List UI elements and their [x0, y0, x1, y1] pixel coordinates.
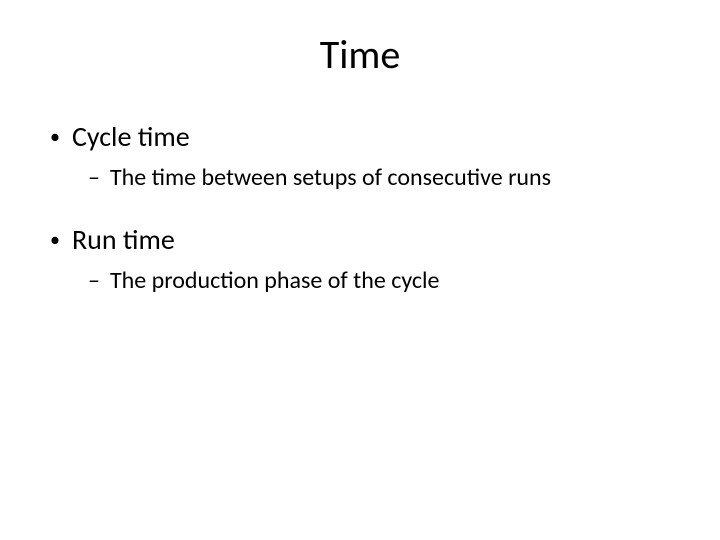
bullet-level2: – The time between setups of consecutive… [88, 163, 680, 192]
slide-content: • Cycle time – The time between setups o… [40, 119, 680, 295]
list-item: • Run time – The production phase of the… [50, 222, 680, 295]
slide-title: Time [40, 30, 680, 79]
dash-icon: – [88, 163, 100, 192]
list-item: • Cycle time – The time between setups o… [50, 119, 680, 192]
bullet-icon: • [50, 222, 60, 258]
slide: Time • Cycle time – The time between set… [0, 0, 720, 540]
bullet-level2: – The production phase of the cycle [88, 266, 680, 295]
bullet-icon: • [50, 119, 60, 155]
bullet-level1: • Run time [50, 222, 680, 258]
sub-bullet-label: The production phase of the cycle [110, 266, 440, 295]
dash-icon: – [88, 266, 100, 295]
sub-bullet-label: The time between setups of consecutive r… [110, 163, 551, 192]
bullet-label: Run time [72, 222, 175, 257]
bullet-level1: • Cycle time [50, 119, 680, 155]
bullet-label: Cycle time [72, 119, 190, 154]
